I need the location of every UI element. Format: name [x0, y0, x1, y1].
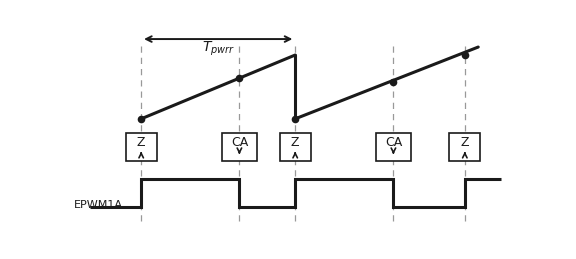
Bar [449, 133, 480, 161]
Text: CA: CA [385, 136, 402, 149]
Text: Z: Z [137, 136, 146, 149]
Text: Z: Z [291, 136, 300, 149]
Text: EPWM1A: EPWM1A [74, 200, 123, 210]
Text: Z: Z [461, 136, 469, 149]
Text: $T_{pwrr}$: $T_{pwrr}$ [202, 40, 235, 58]
Bar [376, 133, 411, 161]
Text: CA: CA [231, 136, 248, 149]
Bar [222, 133, 256, 161]
Bar [126, 133, 157, 161]
Bar [279, 133, 311, 161]
